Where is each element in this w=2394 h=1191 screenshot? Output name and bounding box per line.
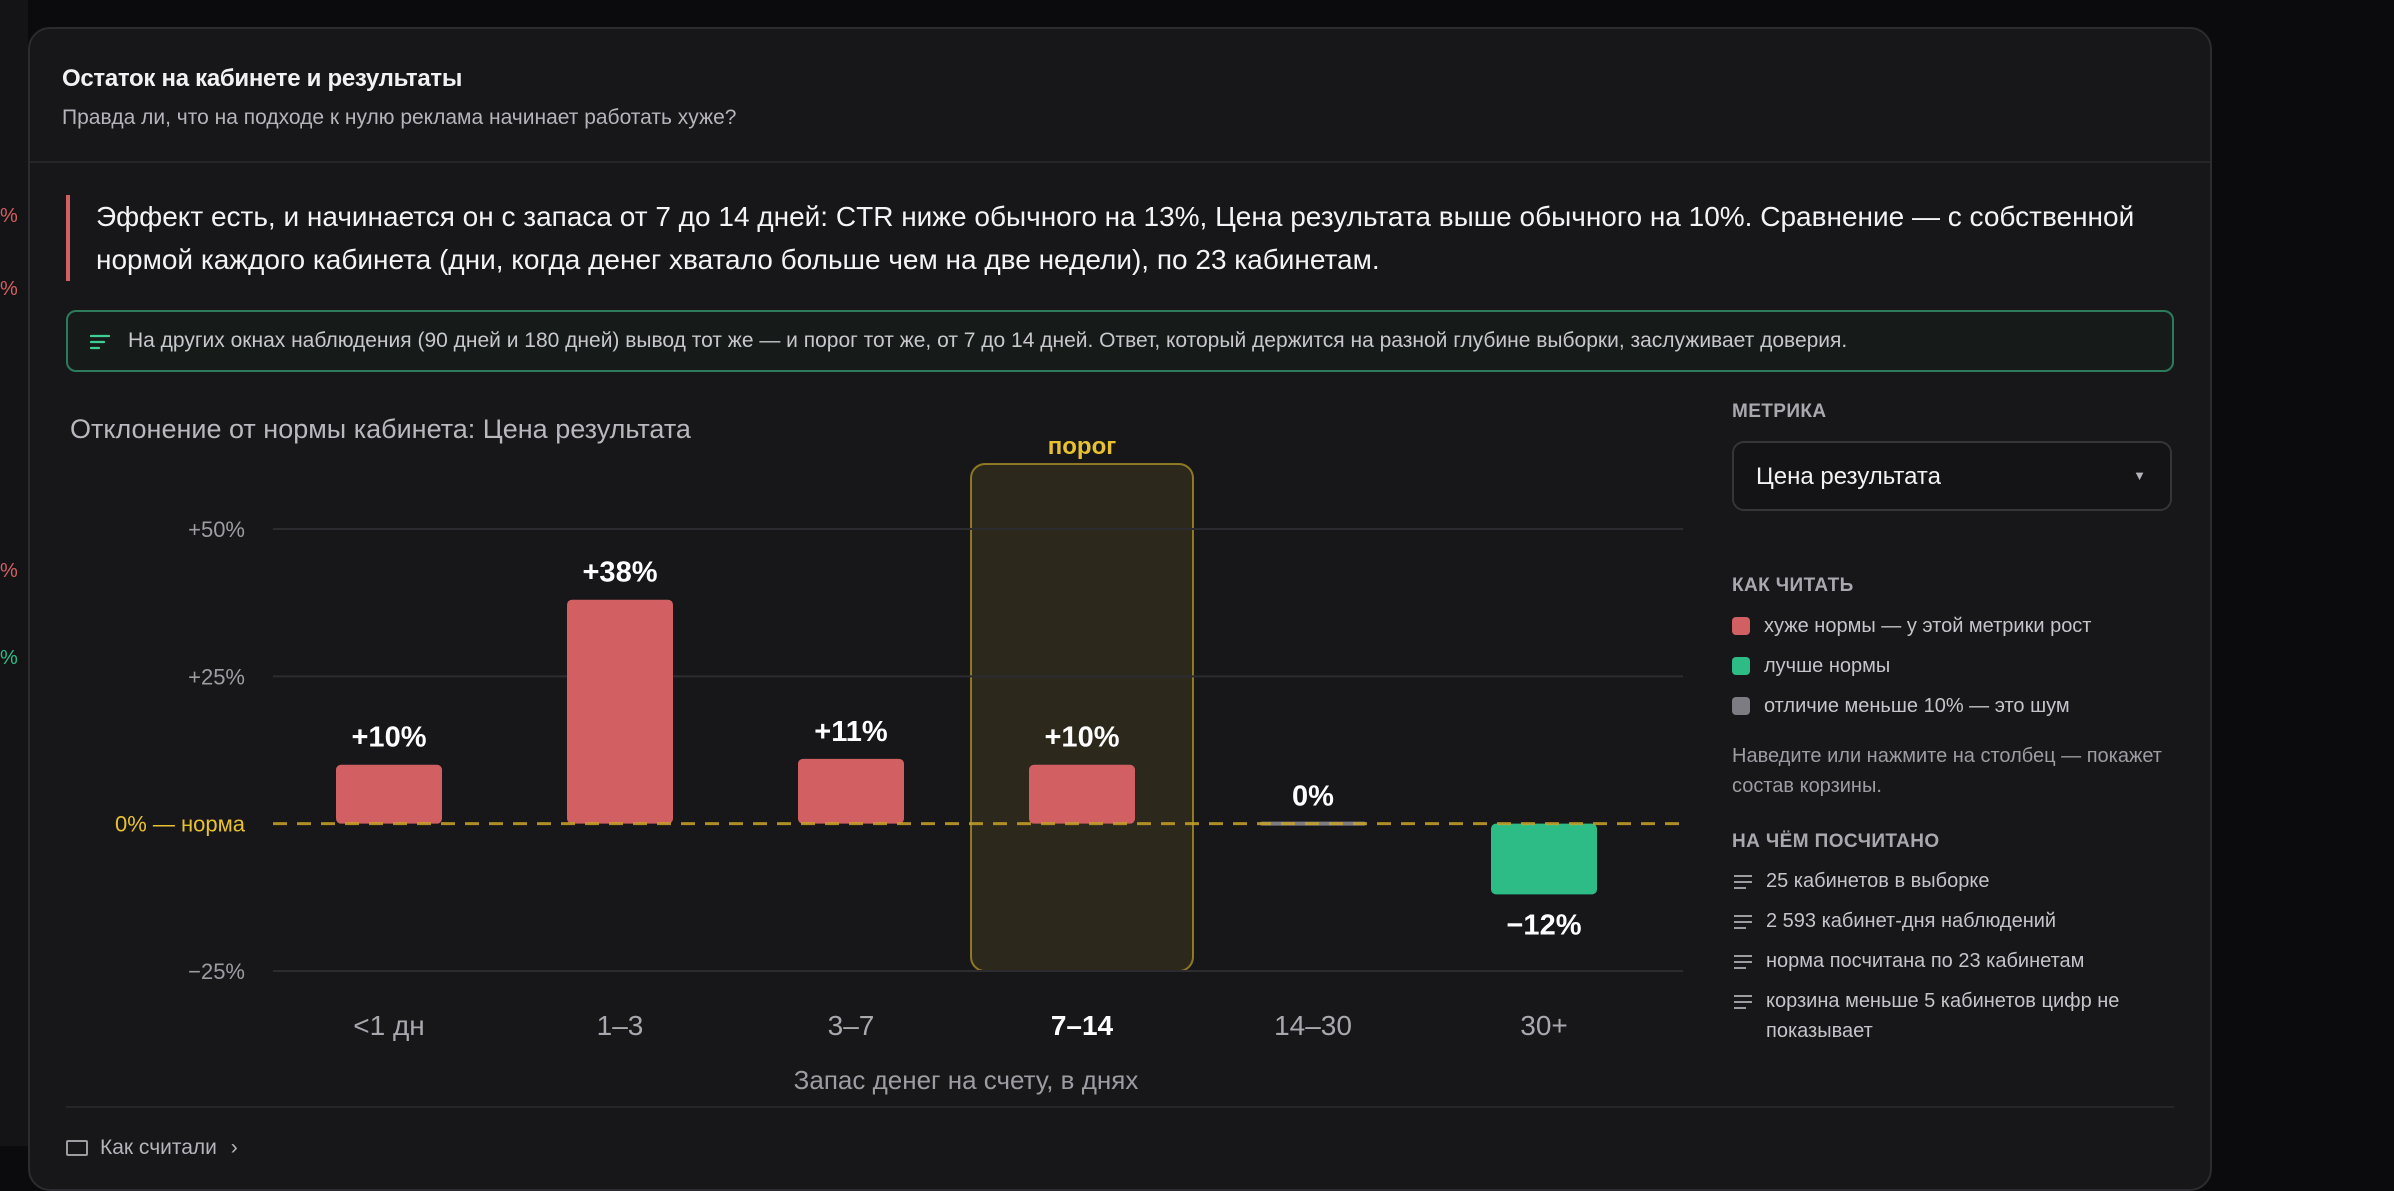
background-page-strip: % % % % bbox=[0, 0, 28, 1146]
x-tick-label: 1–3 bbox=[597, 1010, 644, 1041]
table-icon bbox=[66, 1140, 88, 1157]
chevron-down-icon: ▼ bbox=[2133, 468, 2146, 483]
x-tick-label: 30+ bbox=[1520, 1010, 1568, 1041]
legend-label-worse: хуже нормы — у этой метрики рост bbox=[1764, 615, 2092, 637]
howto-section-label: КАК ЧИТАТЬ bbox=[1732, 575, 1854, 596]
how-calculated-link[interactable]: Как считали › bbox=[66, 1136, 238, 1160]
list-lines-icon bbox=[1734, 995, 1752, 1009]
stat-text: 2 593 кабинет-дня наблюдений bbox=[1766, 910, 2057, 932]
stat-text: корзина меньше 5 кабинетов цифр не показ… bbox=[1766, 990, 2120, 1042]
conclusion-block: Эффект есть, и начинается он с запаса от… bbox=[66, 195, 2176, 281]
footer-divider bbox=[66, 1106, 2174, 1108]
robustness-note: На других окнах наблюдения (90 дней и 18… bbox=[66, 310, 2174, 372]
legend-swatch-noise bbox=[1732, 697, 1750, 715]
chart-title: Отклонение от нормы кабинета: Цена резул… bbox=[70, 414, 691, 444]
data-label: +11% bbox=[814, 716, 888, 748]
how-calculated-label: Как считали bbox=[100, 1136, 217, 1159]
basis-section-label: НА ЧЁМ ПОСЧИТАНО bbox=[1732, 831, 1940, 852]
legend-label-better: лучше нормы bbox=[1764, 655, 1891, 677]
bar bbox=[1029, 764, 1135, 824]
y-tick-label: −25% bbox=[188, 959, 245, 984]
legend-swatch-better bbox=[1732, 657, 1750, 675]
chart-sidebar: МЕТРИКА Цена результата ▼ КАК ЧИТАТЬ хуж… bbox=[1732, 401, 2172, 1042]
analysis-card: Остаток на кабинете и результаты Правда … bbox=[28, 27, 2212, 1191]
y-tick-label: +50% bbox=[188, 517, 245, 542]
stat-text: норма посчитана по 23 кабинетам bbox=[1766, 950, 2085, 972]
list-lines-icon bbox=[1734, 875, 1752, 889]
data-label: +10% bbox=[1045, 722, 1120, 754]
metric-section-label: МЕТРИКА bbox=[1732, 401, 1827, 422]
metric-select-value: Цена результата bbox=[1756, 463, 1941, 490]
stat-text: 25 кабинетов в выборке bbox=[1766, 870, 1990, 892]
x-tick-label: 14–30 bbox=[1274, 1010, 1352, 1041]
x-tick-label: 7–14 bbox=[1051, 1010, 1114, 1041]
y-tick-label: +25% bbox=[188, 664, 245, 689]
chevron-right-icon: › bbox=[230, 1136, 238, 1159]
card-subtitle: Правда ли, что на подходе к нулю реклама… bbox=[62, 106, 737, 129]
bar bbox=[567, 599, 673, 824]
chart-hint: Наведите или нажмите на столбец — покаже… bbox=[1732, 745, 2162, 797]
threshold-label: порог bbox=[1048, 433, 1116, 460]
baseline-label: 0% — норма bbox=[115, 812, 246, 837]
strip-value-3: % bbox=[0, 560, 18, 582]
strip-value-4: % bbox=[0, 647, 18, 669]
data-label: +10% bbox=[352, 722, 427, 754]
bar-chart: порог +50% +25% −25% +10% <1 дн +38% 1–3 +11% 3–7… bbox=[115, 433, 1683, 1095]
list-lines-icon bbox=[1734, 915, 1752, 929]
header-divider bbox=[30, 161, 2210, 163]
x-tick-label: <1 дн bbox=[353, 1010, 425, 1041]
x-tick-label: 3–7 bbox=[828, 1010, 875, 1041]
strip-value-1: % bbox=[0, 205, 18, 227]
strip-value-2: % bbox=[0, 278, 18, 300]
bar bbox=[336, 764, 442, 824]
data-label: 0% bbox=[1292, 781, 1334, 813]
bar bbox=[798, 758, 904, 824]
bar bbox=[1491, 823, 1597, 895]
card-title: Остаток на кабинете и результаты bbox=[62, 65, 463, 92]
x-axis-label: Запас денег на счету, в днях bbox=[794, 1065, 1139, 1095]
data-label: −12% bbox=[1507, 909, 1582, 941]
legend-label-noise: отличие меньше 10% — это шум bbox=[1764, 695, 2070, 717]
metric-select[interactable]: Цена результата ▼ bbox=[1732, 441, 2172, 511]
page-background-right bbox=[2212, 0, 2394, 1146]
list-lines-icon bbox=[1734, 955, 1752, 969]
filter-lines-icon bbox=[90, 334, 110, 350]
robustness-note-text: На других окнах наблюдения (90 дней и 18… bbox=[128, 329, 1848, 352]
conclusion-text: Эффект есть, и начинается он с запаса от… bbox=[96, 201, 2135, 275]
data-label: +38% bbox=[583, 557, 658, 589]
threshold-highlight bbox=[970, 463, 1194, 972]
legend-swatch-worse bbox=[1732, 617, 1750, 635]
